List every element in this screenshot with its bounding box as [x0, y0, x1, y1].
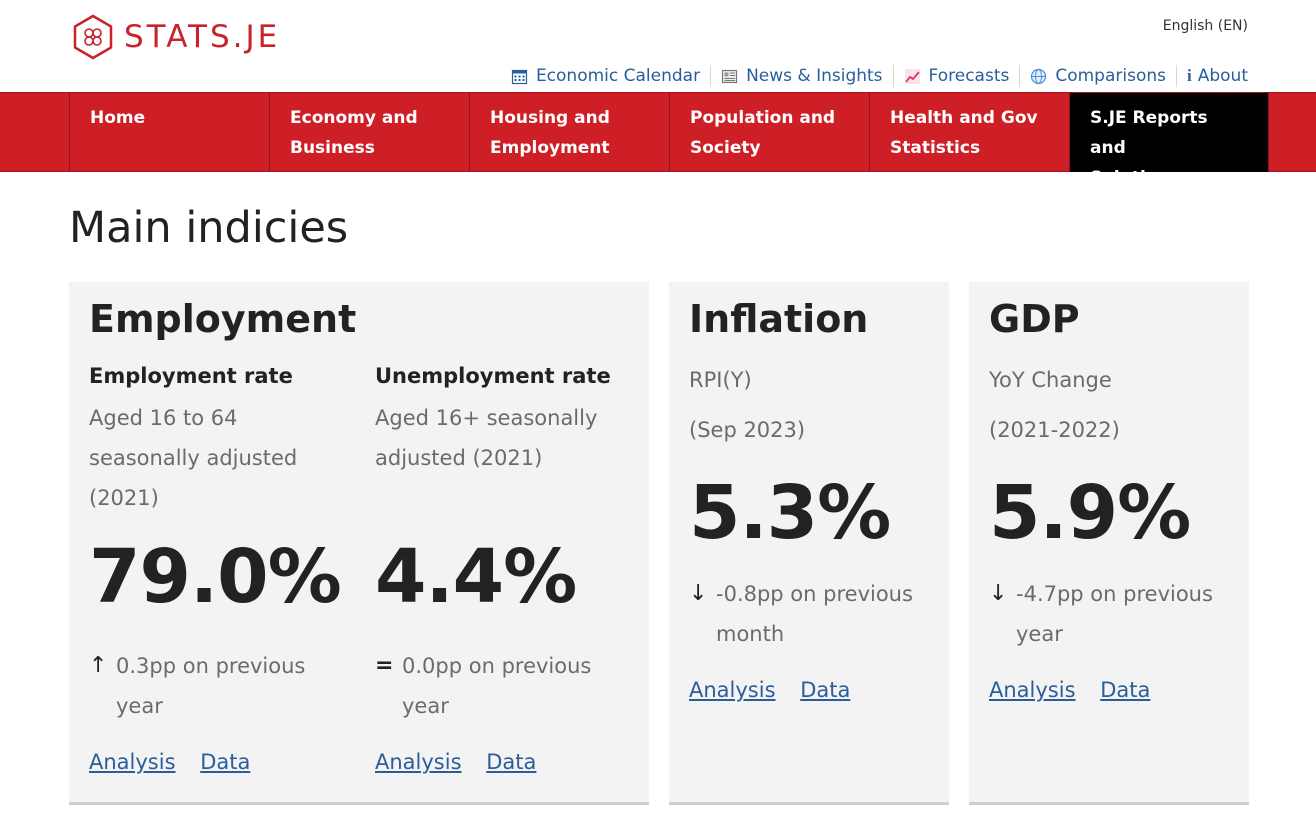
nav-item-housing-employment[interactable]: Housing and Employment [469, 93, 669, 172]
indicator-links: Analysis Data [89, 750, 359, 774]
data-link[interactable]: Data [1100, 678, 1151, 702]
indicator-meta: Aged 16+ seasonally adjusted (2021) [375, 406, 598, 470]
gdp-card: GDP YoY Change (2021-2022) 5.9% ↓ -4.7pp… [969, 282, 1249, 805]
analysis-link[interactable]: Analysis [89, 750, 176, 774]
unemployment-rate-column: Unemployment rate Aged 16+ seasonally ad… [375, 364, 635, 774]
globe-icon [1031, 68, 1047, 84]
indicator-meta: YoY Change (2021-2022) [989, 368, 1120, 442]
nav-item-label: S.JE Reports and [1090, 108, 1208, 158]
indicator-value: 5.3% [689, 470, 891, 556]
main-nav: Home Economy and Business Housing and Em… [0, 92, 1316, 188]
nav-item-label-line2: Society [690, 138, 761, 158]
trend-chart-icon [904, 68, 920, 84]
nav-item-population-society[interactable]: Population and Society [669, 93, 869, 172]
nav-item-health-gov-statistics[interactable]: Health and Gov Statistics [869, 93, 1069, 172]
analysis-link[interactable]: Analysis [689, 678, 776, 702]
nav-item-label: Population and [690, 108, 836, 128]
indicator-value: 5.9% [989, 470, 1191, 556]
nav-item-label: Home [90, 108, 146, 128]
utility-link-economic-calendar[interactable]: Economic Calendar [501, 65, 710, 87]
utility-link-about[interactable]: i About [1176, 65, 1248, 87]
site-logo[interactable]: STATS.JE [70, 14, 280, 60]
indicator-label: Employment rate [89, 364, 293, 388]
indicator-label: Unemployment rate [375, 364, 611, 388]
newspaper-icon [721, 69, 738, 83]
indicator-links: Analysis Data [689, 678, 868, 702]
info-icon: i [1187, 66, 1192, 85]
utility-link-forecasts[interactable]: Forecasts [892, 65, 1020, 87]
arrow-down-icon: ↓ [689, 581, 708, 606]
page-title: Main indicies [69, 203, 349, 253]
indicator-links: Analysis Data [375, 750, 635, 774]
indicator-meta: RPI(Y) (Sep 2023) [689, 368, 806, 442]
language-selector[interactable]: English (EN) [1162, 18, 1248, 34]
data-link[interactable]: Data [486, 750, 537, 774]
equals-icon: = [375, 653, 394, 678]
utility-link-news-insights[interactable]: News & Insights [710, 65, 892, 87]
utility-link-comparisons[interactable]: Comparisons [1019, 65, 1176, 87]
indicator-links: Analysis Data [989, 678, 1168, 702]
utility-link-label: Comparisons [1055, 66, 1166, 86]
nav-item-label: Economy and [290, 108, 418, 128]
nav-item-label-line2: Solutions [1090, 168, 1180, 188]
nav-item-home[interactable]: Home [69, 93, 269, 172]
analysis-link[interactable]: Analysis [375, 750, 462, 774]
indicator-meta: Aged 16 to 64 seasonally adjusted (2021) [89, 406, 298, 510]
utility-link-label: Economic Calendar [535, 66, 701, 86]
calendar-icon [511, 69, 528, 84]
utility-link-label: News & Insights [746, 66, 883, 86]
employment-rate-column: Employment rate Aged 16 to 64 seasonally… [89, 364, 359, 774]
nav-item-label-line2: Statistics [890, 138, 981, 158]
indicator-change: = 0.0pp on previous year [375, 646, 635, 726]
inflation-card: Inflation RPI(Y) (Sep 2023) 5.3% ↓ -0.8p… [669, 282, 949, 805]
card-title: Employment [89, 297, 357, 341]
data-link[interactable]: Data [800, 678, 851, 702]
nav-item-label-line2: Employment [490, 138, 610, 158]
nav-item-label: Health and Gov [890, 108, 1038, 128]
employment-card: Employment Employment rate Aged 16 to 64… [69, 282, 649, 805]
nav-item-label: Housing and [490, 108, 610, 128]
indicator-value: 4.4% [375, 534, 577, 620]
indicator-change: ↓ -4.7pp on previous year [989, 574, 1234, 654]
nav-item-reports-solutions[interactable]: S.JE Reports and Solutions [1069, 93, 1269, 188]
indicator-value: 79.0% [89, 534, 342, 620]
indicator-change: ↑ 0.3pp on previous year [89, 646, 359, 726]
logo-hexagon-icon [73, 14, 113, 60]
indicator-change: ↓ -0.8pp on previous month [689, 574, 934, 654]
utility-link-label: Forecasts [928, 66, 1010, 86]
nav-item-label-line2: Business [290, 138, 375, 158]
arrow-up-icon: ↑ [89, 653, 108, 678]
nav-item-economy-business[interactable]: Economy and Business [269, 93, 469, 172]
data-link[interactable]: Data [200, 750, 251, 774]
analysis-link[interactable]: Analysis [989, 678, 1076, 702]
utility-link-label: About [1197, 66, 1248, 86]
logo-text: STATS.JE [124, 19, 281, 55]
card-title: Inflation [689, 297, 869, 341]
card-title: GDP [989, 297, 1080, 341]
arrow-down-icon: ↓ [989, 581, 1008, 606]
utility-nav: Economic Calendar News & Insights Foreca… [501, 65, 1248, 87]
